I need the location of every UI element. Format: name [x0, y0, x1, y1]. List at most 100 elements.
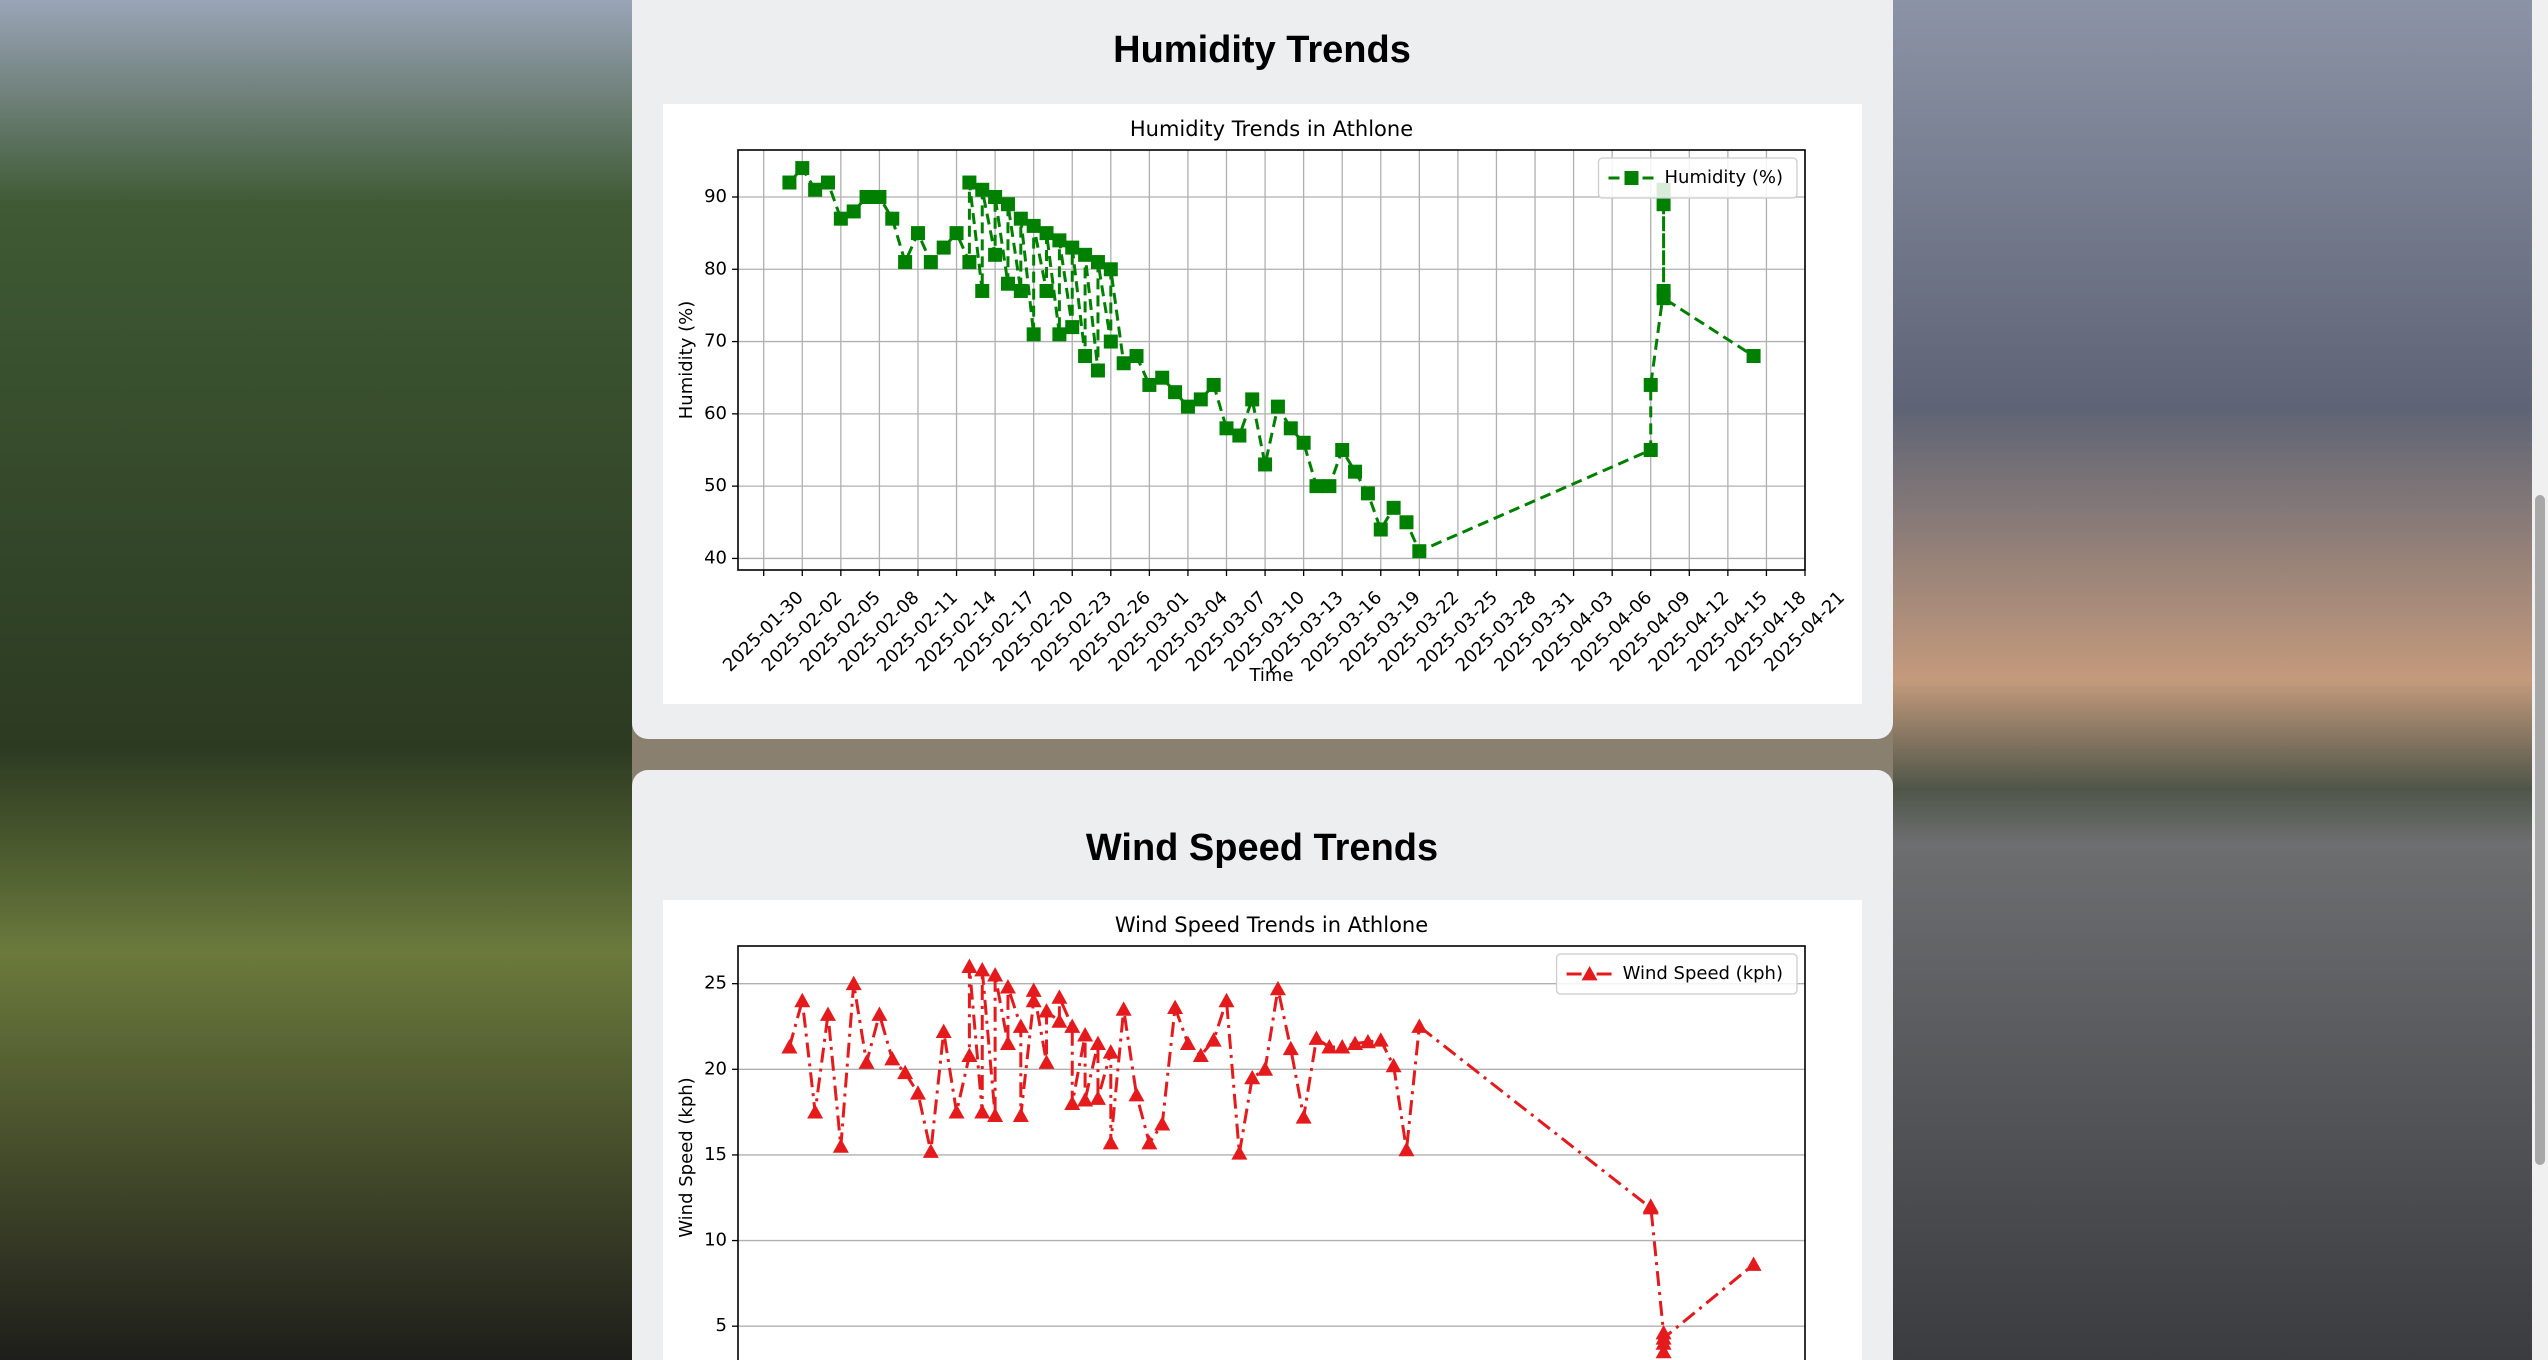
marker: [1090, 363, 1105, 378]
marker: [922, 1143, 939, 1158]
marker: [935, 1023, 952, 1039]
marker: [988, 189, 1003, 204]
marker: [1142, 377, 1157, 392]
marker: [885, 211, 900, 226]
marker: [845, 975, 862, 991]
marker: [975, 182, 990, 197]
marker: [1643, 443, 1658, 457]
marker: [858, 1054, 875, 1069]
legend-box: [1555, 953, 1798, 995]
legend-marker: [1624, 171, 1639, 185]
axes-frame: [737, 149, 1806, 571]
section-heading: Humidity Trends: [1113, 29, 1411, 71]
marker: [1115, 1001, 1132, 1016]
marker: [1064, 1018, 1081, 1033]
marker: [1077, 1092, 1094, 1107]
y-tick-label: 90: [704, 186, 727, 207]
scrollbar-thumb[interactable]: [2535, 495, 2545, 1165]
marker: [794, 992, 811, 1008]
marker: [1231, 1145, 1248, 1160]
marker: [987, 1107, 1004, 1122]
y-tick-label: 25: [704, 973, 727, 994]
marker: [1270, 399, 1285, 414]
marker: [1179, 1035, 1196, 1051]
marker: [936, 240, 951, 255]
marker: [1245, 392, 1260, 407]
marker: [1090, 255, 1105, 270]
marker: [1322, 479, 1337, 494]
background-left: [0, 0, 640, 1360]
chart-title: Wind Speed Trends in Athlone: [1115, 913, 1428, 937]
marker: [819, 1006, 836, 1021]
marker: [1168, 385, 1183, 400]
marker: [975, 283, 990, 298]
marker: [1025, 992, 1042, 1008]
marker: [1192, 1047, 1209, 1063]
marker: [1218, 992, 1235, 1008]
marker: [1257, 1061, 1274, 1076]
marker: [1065, 320, 1080, 335]
marker: [1309, 479, 1324, 494]
marker: [962, 175, 977, 190]
marker: [1128, 1086, 1145, 1102]
marker: [1051, 1013, 1068, 1028]
marker: [1103, 262, 1118, 277]
y-axis-label: Humidity (%): [676, 301, 697, 420]
chart-title: Humidity Trends in Athlone: [1130, 117, 1413, 141]
marker: [1372, 1032, 1389, 1047]
marker: [1348, 464, 1363, 479]
marker: [1347, 1035, 1364, 1051]
marker: [1155, 370, 1170, 385]
marker: [962, 255, 977, 270]
marker: [1116, 356, 1131, 371]
marker: [1052, 233, 1067, 248]
marker: [1232, 428, 1247, 443]
marker: [1051, 989, 1068, 1004]
y-tick-label: 40: [704, 547, 727, 568]
y-tick-label: 50: [704, 475, 727, 496]
y-tick-label: 20: [704, 1058, 727, 1079]
marker: [807, 1104, 824, 1119]
marker: [782, 175, 797, 190]
marker: [1102, 1134, 1119, 1150]
marker: [1642, 1198, 1659, 1213]
marker: [1206, 377, 1221, 392]
marker: [948, 1104, 965, 1119]
marker: [1655, 1343, 1672, 1359]
marker: [872, 189, 887, 204]
marker: [1283, 421, 1298, 436]
marker: [1154, 1116, 1171, 1131]
marker: [1012, 1107, 1029, 1122]
marker: [1385, 1057, 1402, 1073]
marker: [1089, 1090, 1106, 1105]
marker: [1335, 443, 1350, 457]
marker: [1746, 349, 1761, 364]
marker: [1000, 276, 1015, 291]
y-tick-label: 5: [716, 1315, 727, 1336]
y-tick-label: 15: [704, 1144, 727, 1165]
marker: [1180, 399, 1195, 414]
marker: [1038, 1054, 1055, 1069]
marker: [859, 189, 874, 204]
marker: [999, 1035, 1016, 1051]
marker: [1026, 218, 1041, 233]
marker: [884, 1051, 901, 1066]
y-tick-label: 60: [704, 403, 727, 424]
marker: [1129, 349, 1144, 364]
y-tick-label: 10: [704, 1230, 727, 1251]
axes-frame: [737, 945, 1806, 1360]
background-right: [1880, 0, 2548, 1360]
marker: [795, 161, 810, 176]
marker: [1000, 197, 1015, 212]
marker: [1398, 1141, 1415, 1157]
marker: [1308, 1030, 1325, 1045]
marker: [909, 1085, 926, 1100]
legend: Humidity (%): [1597, 157, 1798, 199]
marker: [781, 1039, 798, 1054]
marker: [988, 247, 1003, 262]
marker: [974, 961, 991, 977]
legend-marker: [1581, 966, 1598, 981]
marker: [1089, 1035, 1106, 1051]
marker: [1295, 1109, 1312, 1124]
